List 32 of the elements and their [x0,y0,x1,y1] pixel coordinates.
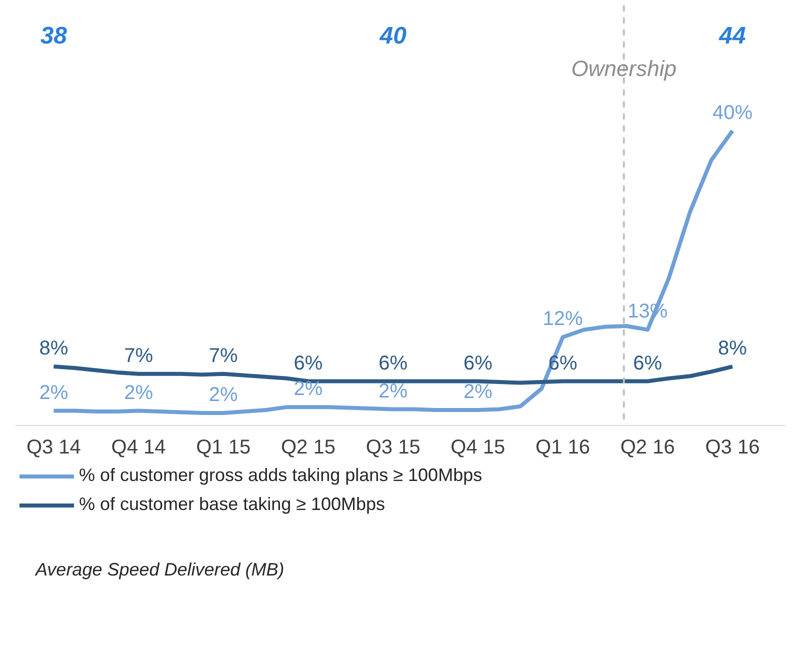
data-label: 2% [208,384,238,406]
data-label: 2% [39,382,68,404]
x-tick-label: Q4 14 [111,436,166,458]
x-tick-label: Q3 14 [26,436,81,458]
x-tick-label: Q2 16 [620,436,675,458]
data-label: 7% [124,344,154,367]
data-label: 40% [712,102,753,124]
data-label: 6% [378,352,408,374]
data-label: 6% [294,352,323,374]
data-label: 7% [208,344,238,367]
x-tick-label: Q1 16 [536,436,590,458]
x-tick-label: Q3 16 [705,436,760,458]
legend-label: % of customer base taking ≥ 100Mbps [79,494,386,515]
data-label: 2% [124,382,154,404]
data-label: 8% [39,338,68,360]
data-label: 6% [463,352,493,374]
text: Average Speed Delivered (MB) [34,560,284,580]
data-label: 2% [463,381,493,404]
x-tick-label: Q1 15 [196,436,251,458]
data-label: 2% [294,378,323,400]
legend-label: % of customer gross adds taking plans ≥ 100Mbps [79,465,482,486]
x-tick-label: Q2 15 [280,436,336,458]
data-label: 12% [542,308,584,330]
data-label: 8% [718,338,748,360]
x-tick-label: Q4 15 [450,436,506,458]
annotation: 38 [40,22,68,50]
annotation: 40 [378,22,408,50]
data-label: 2% [378,380,408,402]
x-tick-label: Q3 15 [366,436,420,458]
data-label: 6% [633,352,662,374]
annotation: 44 [718,22,746,50]
annotation: Ownership [571,56,676,82]
